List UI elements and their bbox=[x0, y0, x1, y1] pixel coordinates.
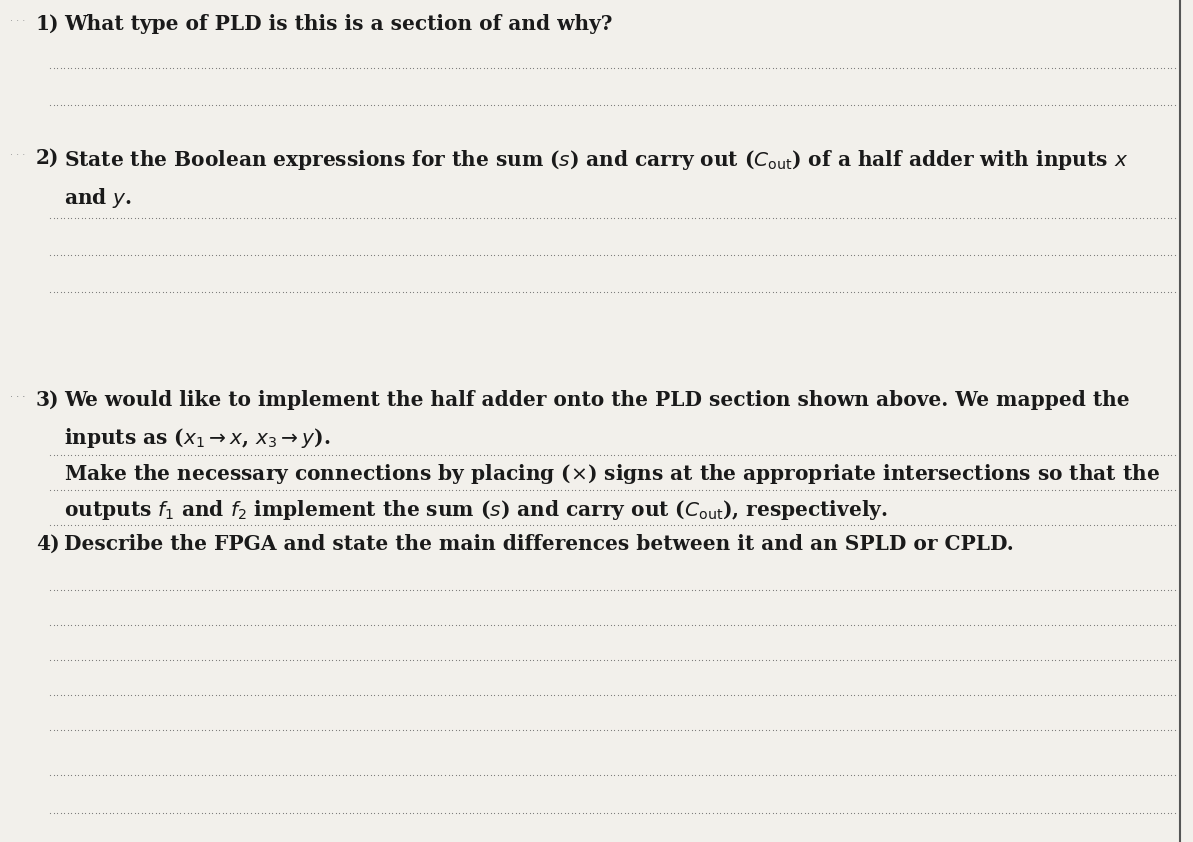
Text: What type of PLD is this is a section of and why?: What type of PLD is this is a section of… bbox=[64, 14, 612, 34]
Text: 4): 4) bbox=[36, 534, 60, 554]
Text: inputs as ($x_1 \rightarrow x$, $x_3 \rightarrow y$).: inputs as ($x_1 \rightarrow x$, $x_3 \ri… bbox=[64, 426, 330, 450]
Text: 3): 3) bbox=[36, 390, 60, 410]
Text: outputs $f_1$ and $f_2$ implement the sum ($s$) and carry out ($\mathit{C}_{\mat: outputs $f_1$ and $f_2$ implement the su… bbox=[64, 498, 888, 522]
Text: · · ·: · · · bbox=[10, 392, 25, 402]
Text: and $y$.: and $y$. bbox=[64, 186, 132, 210]
Text: · · ·: · · · bbox=[10, 392, 25, 402]
Text: · · ·: · · · bbox=[10, 150, 25, 160]
Text: Describe the FPGA and state the main differences between it and an SPLD or CPLD.: Describe the FPGA and state the main dif… bbox=[64, 534, 1014, 554]
Text: · · ·: · · · bbox=[10, 16, 25, 26]
Text: 1): 1) bbox=[36, 14, 60, 34]
Text: 2): 2) bbox=[36, 148, 60, 168]
Text: Make the necessary connections by placing ($\times$) signs at the appropriate in: Make the necessary connections by placin… bbox=[64, 462, 1160, 486]
Text: State the Boolean expressions for the sum ($s$) and carry out ($\mathit{C}_{\mat: State the Boolean expressions for the su… bbox=[64, 148, 1129, 172]
Text: We would like to implement the half adder onto the PLD section shown above. We m: We would like to implement the half adde… bbox=[64, 390, 1130, 410]
